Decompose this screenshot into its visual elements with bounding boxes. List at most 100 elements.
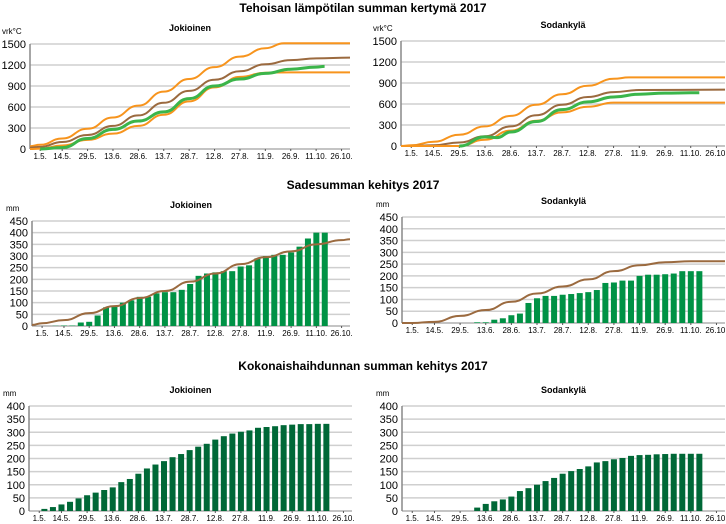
y-tick-label: 200 [7,454,25,466]
x-tick-label: 11.9. [258,514,275,523]
y-tick-label: 250 [10,263,28,275]
y-tick-label: 0 [392,506,398,518]
bar [619,280,626,323]
bar [136,296,143,326]
bar [559,473,566,511]
y-tick-label: 350 [10,239,28,251]
x-tick-label: 26.9. [656,514,674,523]
bar [178,454,185,511]
x-tick-label: 28.7. [180,152,198,161]
y-tick-label: 200 [10,274,28,286]
bar [602,282,609,323]
bar [670,453,677,511]
bar [119,302,126,326]
y-tick-label: 300 [380,427,398,439]
bar [542,295,549,323]
bar [679,271,686,323]
y-tick-label: 0 [391,141,397,153]
bar [101,490,108,511]
bar [491,319,498,323]
x-tick-label: 1.5. [35,329,48,338]
x-tick-label: 29.5. [78,514,96,523]
bar [195,275,202,326]
bar [92,492,99,511]
bar [246,265,253,326]
x-tick-label: 11.10. [680,326,702,335]
y-axis-unit: mm [376,389,390,398]
bar [653,274,660,323]
x-tick-label: 28.6. [131,329,149,338]
y-tick-label: 1200 [2,60,26,72]
bar [576,469,583,511]
y-tick-label: 300 [8,123,26,135]
x-tick-label: 26.9. [656,326,674,335]
x-tick-label: 26.9. [282,329,300,338]
bar [628,455,635,511]
x-tick-label: 29.5. [450,149,468,158]
y-tick-label: 300 [7,427,25,439]
x-tick-label: 29.5. [80,329,98,338]
bar [576,293,583,323]
bar [670,273,677,323]
bar [525,488,532,511]
y-tick-label: 350 [7,414,25,426]
bar [534,484,541,511]
x-tick-label: 28.7. [553,149,571,158]
bar [516,491,523,511]
x-tick-label: 14.5. [53,152,71,161]
x-tick-label: 13.7. [155,152,173,161]
y-tick-label: 600 [8,102,26,114]
bar [491,501,498,511]
y-tick-label: 50 [13,493,25,505]
bar [696,453,703,511]
bar [653,454,660,511]
y-tick-label: 350 [380,236,398,248]
bar [474,507,481,511]
bar [636,275,643,323]
x-tick-label: 27.8. [232,329,250,338]
y-tick-label: 100 [7,480,25,492]
x-tick-label: 11.10. [306,329,328,338]
bar [321,232,328,326]
bar [67,501,74,511]
bar [203,273,210,326]
bar [229,271,236,326]
x-tick-label: 12.8. [206,329,224,338]
x-tick-label: 11.10. [680,149,702,158]
bar [534,298,541,323]
bar [474,322,481,323]
bar [58,504,65,511]
y-tick-label: 150 [380,283,398,295]
bar [499,499,506,511]
y-tick-label: 400 [380,224,398,236]
series-line-brown [31,238,351,326]
y-axis-unit: mm [3,389,17,398]
bar [169,457,176,511]
x-tick-label: 1.5. [406,326,419,335]
bar [135,473,142,511]
bar [551,295,558,323]
x-tick-label: 26.10. [705,326,726,335]
x-tick-label: 26.9. [283,514,301,523]
bar [49,507,56,511]
bar [237,431,244,511]
chart-subtitle: Jokioinen [169,23,211,33]
bar [662,274,669,323]
bar [516,313,523,323]
x-tick-label: 26.10. [332,514,354,523]
y-tick-label: 150 [10,286,28,298]
x-tick-label: 26.10. [705,514,726,523]
y-tick-label: 450 [10,216,28,228]
bar [696,271,703,323]
y-tick-label: 1500 [373,36,397,48]
section-title-evaporation: Kokonaishaihdunnan summan kehitys 2017 [238,359,488,373]
bar [645,274,652,323]
bar [84,495,91,511]
bar [41,508,48,511]
bar [212,272,219,326]
series-line-green_line [40,64,325,151]
bar [542,481,549,511]
